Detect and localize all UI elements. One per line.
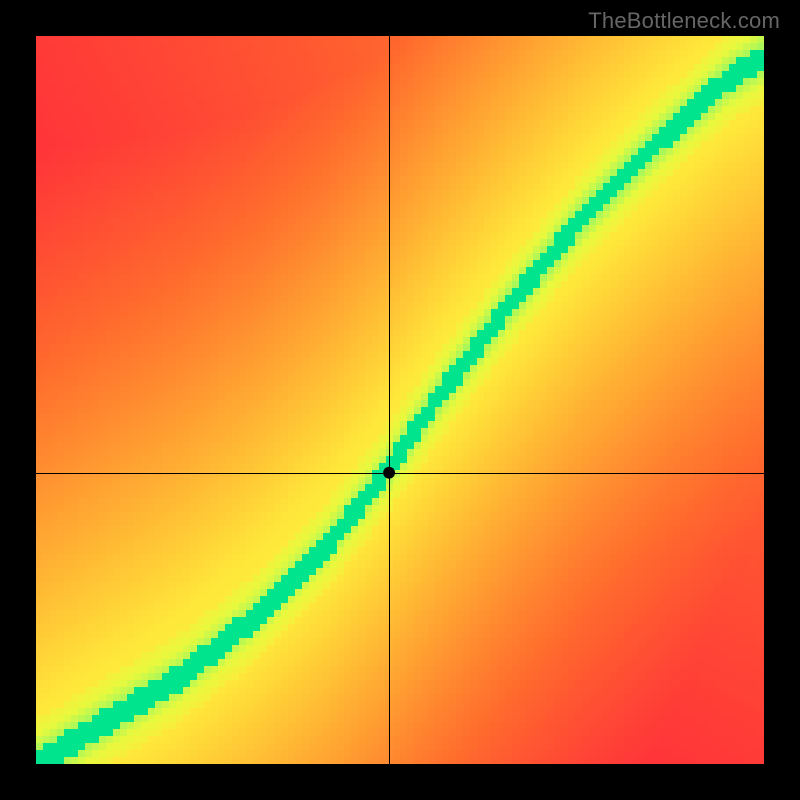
chart-frame: TheBottleneck.com bbox=[0, 0, 800, 800]
heatmap-canvas bbox=[36, 36, 764, 764]
plot-area bbox=[36, 36, 764, 764]
watermark-text: TheBottleneck.com bbox=[588, 8, 780, 34]
